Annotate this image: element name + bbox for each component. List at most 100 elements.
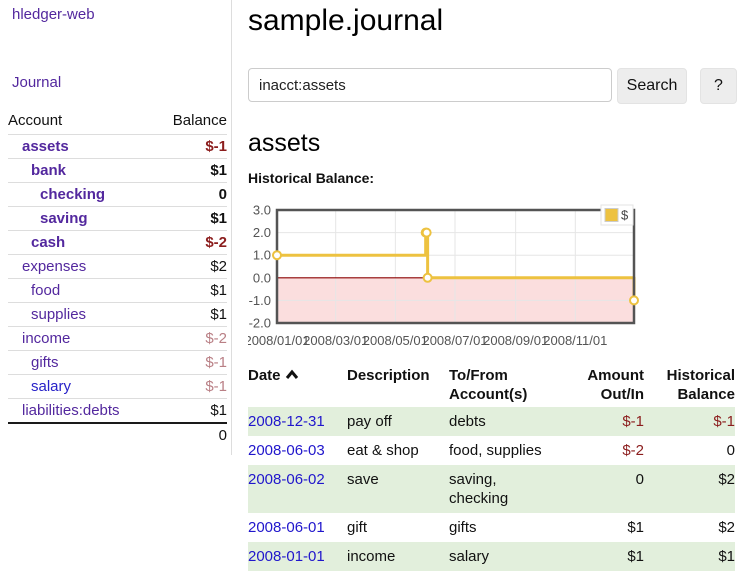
transaction-amount: 0 [568,465,644,513]
transaction-date-link[interactable]: 2008-12-31 [248,413,325,430]
search-button[interactable]: Search [617,68,687,104]
chart-title: Historical Balance: [248,170,375,186]
transaction-description: pay off [347,407,449,436]
account-balance: $1 [210,402,227,419]
search-form: ✕ Search ? [248,68,742,104]
transaction-amount: $1 [627,519,644,536]
transaction-balance: $1 [644,542,735,571]
svg-text:$: $ [621,208,629,223]
search-input[interactable] [248,68,612,102]
transaction-amount: $-2 [622,442,644,459]
transaction-balance: $2 [718,519,735,536]
transaction-date-link[interactable]: 2008-01-01 [248,548,325,565]
register-row: 2008-06-01 gift gifts $1 $2 [248,513,735,542]
register-header-description: Description [347,367,430,384]
accounts-total: 0 [155,422,227,447]
svg-text:0.0: 0.0 [253,270,271,285]
transaction-accounts: salary [449,542,568,571]
transaction-balance: $2 [644,465,735,513]
transaction-description: save [347,465,449,513]
account-row-supplies: supplies $1 [8,302,227,327]
account-link-expenses[interactable]: expenses [22,258,87,275]
register-header-account: To/From Account(s) [449,367,528,403]
account-balance: $-1 [155,134,227,159]
svg-text:2.0: 2.0 [253,225,271,240]
svg-text:-2.0: -2.0 [249,316,271,331]
account-link-gifts[interactable]: gifts [31,354,59,371]
register-header-balance: Historical Balance [666,367,735,403]
transaction-accounts: food, supplies [449,442,542,459]
transaction-date-link[interactable]: 2008-06-02 [248,471,325,488]
svg-text:2008/01/01: 2008/01/01 [248,333,310,348]
account-row-food: food $1 [8,278,227,303]
account-row-expenses: expenses $2 [8,254,227,279]
account-link-income[interactable]: income [22,330,71,347]
account-row-assets: assets $-1 [8,134,227,159]
account-link-bank[interactable]: bank [31,162,67,179]
account-balance: $1 [155,158,227,183]
svg-text:2008/11/01: 2008/11/01 [543,333,607,348]
account-balance: $-2 [155,230,227,255]
svg-text:2008/09/01: 2008/09/01 [483,333,548,348]
transaction-balance: $-1 [644,407,735,436]
sidebar-item-journal[interactable]: Journal [12,74,62,91]
transaction-description: gift [347,519,368,536]
account-link-salary[interactable]: salary [31,378,72,395]
account-balance: $-1 [155,350,227,375]
svg-text:2008/05/01: 2008/05/01 [363,333,428,348]
transaction-accounts: saving, checking [449,465,568,513]
account-link-cash[interactable]: cash [31,234,66,251]
svg-text:1.0: 1.0 [253,248,271,263]
transaction-balance: 0 [726,442,735,459]
account-link-assets[interactable]: assets [22,138,69,155]
account-row-salary: salary $-1 [8,374,227,399]
accounts-header-account: Account [8,111,156,135]
account-row-checking: checking 0 [8,182,227,207]
account-balance: 0 [155,182,227,207]
app-title-link[interactable]: hledger-web [12,6,95,23]
register-row: 2008-06-03 eat & shop food, supplies $-2… [248,436,735,465]
account-row-liabilities-debts: liabilities:debts $1 [8,399,227,424]
chart-canvas: $3.0 2.0 1.0 0.0 -1.0 -2.0 2008/01/012008/03/0… [248,203,639,348]
account-balance: $1 [155,302,227,327]
account-row-gifts: gifts $-1 [8,350,227,375]
page-title: sample.journal [248,4,444,37]
transaction-date-link[interactable]: 2008-06-03 [248,442,325,459]
account-link-supplies[interactable]: supplies [31,306,87,323]
main-content: sample.journal ✕ Search ? assets Histori… [248,0,742,582]
register-row: 2008-01-01 income salary $1 $1 [248,542,735,571]
register-table: Date Description To/From Account(s) Amou… [248,364,735,571]
svg-text:2008/03/01: 2008/03/01 [303,333,368,348]
register-header-row: Date Description To/From Account(s) Amou… [248,364,735,407]
transaction-amount: $-1 [568,407,644,436]
accounts-total-row: 0 [8,422,227,447]
accounts-table: Account Balance assets $-1 bank $1 check… [8,111,227,447]
account-balance: $1 [155,278,227,303]
register-row: 2008-06-02 save saving, checking 0 $2 [248,465,735,513]
account-balance: $-1 [155,374,227,399]
svg-text:2008/07/01: 2008/07/01 [422,333,487,348]
account-link-food[interactable]: food [31,282,61,299]
account-balance: $1 [155,206,227,231]
register-row: 2008-12-31 pay off debts $-1 $-1 [248,407,735,436]
account-row-bank: bank $1 [8,158,227,183]
account-link-liabilities-debts[interactable]: liabilities:debts [22,402,120,419]
account-row-cash: cash $-2 [8,230,227,255]
transaction-date-link[interactable]: 2008-06-01 [248,519,325,536]
account-page-heading: assets [248,129,321,157]
transaction-accounts: gifts [449,519,477,536]
svg-text:3.0: 3.0 [253,203,271,218]
svg-text:-1.0: -1.0 [249,293,271,308]
account-balance: $-2 [155,326,227,351]
sort-ascending-icon [285,366,299,385]
register-header-amount: Amount Out/In [587,367,644,403]
transaction-accounts: debts [449,407,568,436]
register-header-date[interactable]: Date [248,364,347,407]
account-link-checking[interactable]: checking [40,186,106,203]
historical-balance-chart: $3.0 2.0 1.0 0.0 -1.0 -2.0 2008/01/01 2008/03/0… [248,200,688,350]
transaction-amount: $1 [568,542,644,571]
transaction-description: income [347,542,449,571]
account-link-saving[interactable]: saving [40,210,88,227]
help-button[interactable]: ? [700,68,737,104]
